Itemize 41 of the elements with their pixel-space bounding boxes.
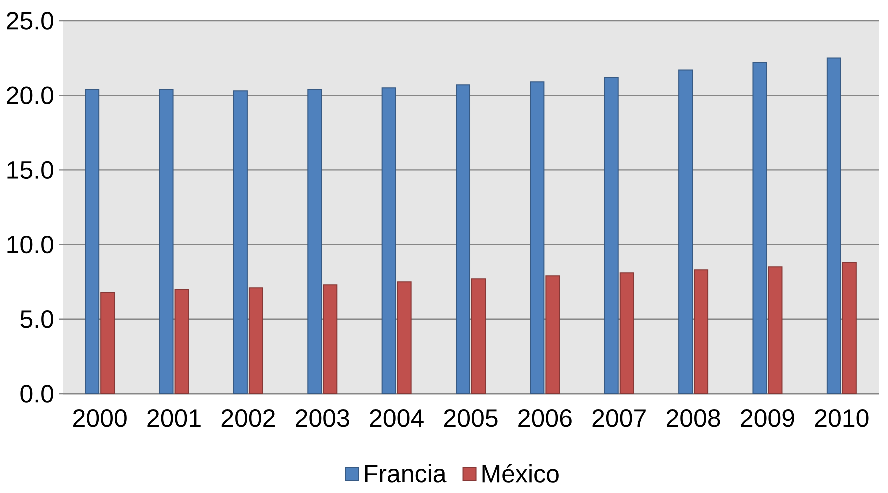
- x-tick-label: 2006: [518, 410, 572, 428]
- bar: [174, 289, 190, 394]
- bar: [159, 89, 174, 394]
- bar: [826, 58, 842, 394]
- bar: [233, 90, 248, 394]
- bar: [308, 89, 322, 394]
- legend-label: México: [482, 464, 559, 483]
- x-tick-label: 2004: [370, 410, 424, 428]
- y-tick-label: 25.0: [7, 12, 54, 30]
- bar: [85, 89, 100, 394]
- x-tick-label: 2008: [666, 410, 720, 428]
- bar: [752, 62, 768, 394]
- y-tick-label: 0.0: [20, 385, 54, 403]
- x-tick-label: 2003: [296, 410, 350, 428]
- bar: [604, 77, 619, 394]
- y-tick-label: 20.0: [7, 86, 54, 104]
- x-tick-label: 2007: [592, 410, 646, 428]
- bar: [842, 262, 857, 394]
- legend-label: Francia: [365, 464, 447, 483]
- bar: [530, 82, 545, 394]
- bar: [323, 284, 338, 394]
- y-tick-label: 5.0: [20, 310, 54, 328]
- y-tick-label: 10.0: [8, 236, 54, 254]
- x-tick-label: 2009: [741, 410, 794, 428]
- bar: [694, 270, 709, 394]
- bar: [678, 70, 694, 394]
- bar: [456, 84, 471, 394]
- bar: [382, 88, 396, 394]
- bar: [472, 278, 486, 394]
- bar: [100, 292, 116, 394]
- x-tick-label: 2001: [148, 410, 201, 428]
- y-tick-label: 15.0: [8, 161, 54, 180]
- bar: [397, 282, 412, 394]
- bar: [620, 272, 634, 394]
- bar: [248, 288, 264, 394]
- x-tick-label: 2010: [815, 410, 869, 428]
- bar: [546, 276, 560, 394]
- x-tick-label: 2005: [444, 410, 498, 428]
- x-tick-label: 2000: [74, 410, 127, 428]
- bar: [768, 266, 783, 394]
- x-tick-label: 2002: [222, 410, 275, 428]
